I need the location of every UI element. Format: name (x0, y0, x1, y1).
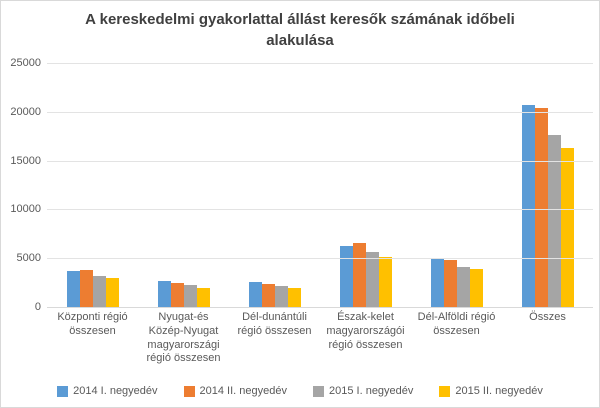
bar (183, 285, 197, 307)
legend: 2014 I. negyedév 2014 II. negyedév 2015 I.… (1, 385, 599, 397)
gridline (47, 111, 593, 113)
legend-label: 2015 II. negyedév (455, 385, 543, 397)
gridline (47, 160, 593, 162)
legend-swatch-icon (313, 385, 324, 397)
bar-group (229, 63, 320, 307)
bar (79, 269, 93, 307)
y-tick-label: 10000 (10, 203, 41, 216)
bar (365, 252, 379, 307)
y-tick-label: 15000 (10, 154, 41, 167)
bar (66, 270, 80, 307)
legend-item: 2015 I. negyedév (313, 385, 413, 397)
bar (521, 104, 535, 307)
bar-group (138, 63, 229, 307)
plot-area (47, 63, 593, 308)
bar-group (502, 63, 593, 307)
x-axis: Központi régió összesen Nyugat-és Közép-N… (47, 311, 593, 366)
x-category-label: Dél-Alföldi régió összesen (417, 311, 496, 337)
bar (287, 288, 301, 307)
bar (274, 286, 288, 307)
bar (378, 256, 392, 307)
bar (352, 242, 366, 307)
x-category-label: Dél-dunántúli régió összesen (237, 311, 312, 337)
legend-label: 2014 II. negyedév (199, 385, 287, 397)
bar (456, 266, 470, 307)
gridline (47, 258, 593, 260)
y-tick-label: 25000 (10, 57, 41, 69)
bar (170, 283, 184, 307)
legend-item: 2014 II. negyedév (183, 385, 287, 397)
legend-swatch-icon (57, 385, 69, 397)
y-axis: 0 5000 10000 15000 20000 25000 (10, 57, 47, 313)
bar (547, 135, 561, 307)
bar (105, 277, 119, 307)
bar (560, 147, 574, 307)
bar-group (47, 63, 138, 307)
x-category-label: Összes (529, 311, 566, 323)
legend-item: 2015 II. negyedév (439, 385, 543, 397)
legend-label: 2015 I. negyedév (329, 385, 414, 397)
legend-label: 2014 I. negyedév (73, 385, 158, 397)
bar (534, 107, 548, 307)
bar (92, 275, 106, 307)
bar (469, 268, 483, 307)
legend-item: 2014 I. negyedév (57, 385, 158, 397)
bar (261, 284, 275, 307)
bar (248, 281, 262, 307)
bar (339, 245, 353, 307)
bar (196, 287, 210, 307)
bar (430, 258, 444, 307)
chart-title: A kereskedelmi gyakorlattal állást keres… (85, 11, 515, 49)
bar-group (411, 63, 502, 307)
legend-swatch-icon (439, 385, 451, 397)
bar (157, 280, 171, 307)
x-category-label: Központi régió összesen (57, 311, 128, 337)
bar-groups (47, 63, 593, 307)
chart-body: 0 5000 10000 15000 20000 25000 (10, 57, 593, 313)
gridline (47, 63, 593, 64)
y-tick-label: 5000 (16, 252, 41, 265)
legend-swatch-icon (183, 385, 195, 397)
y-tick-label: 0 (34, 301, 41, 313)
y-tick-label: 20000 (10, 105, 41, 118)
x-category-label: Nyugat-és Közép-Nyugat magyarországi rég… (146, 311, 221, 365)
bar (443, 259, 457, 307)
gridline (47, 209, 593, 211)
bar-group (320, 63, 411, 307)
x-category-label: Észak-kelet magyarországói régió összese… (326, 311, 405, 351)
